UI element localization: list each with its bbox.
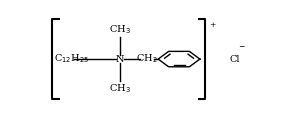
Text: CH$_2$: CH$_2$ <box>136 53 158 66</box>
Text: −: − <box>238 43 245 51</box>
Text: Cl: Cl <box>230 55 240 64</box>
Text: C$_{12}$H$_{25}$: C$_{12}$H$_{25}$ <box>54 53 89 66</box>
Text: N: N <box>115 55 124 64</box>
Text: CH$_3$: CH$_3$ <box>109 82 131 95</box>
Text: +: + <box>209 21 215 29</box>
Text: CH$_3$: CH$_3$ <box>109 23 131 36</box>
